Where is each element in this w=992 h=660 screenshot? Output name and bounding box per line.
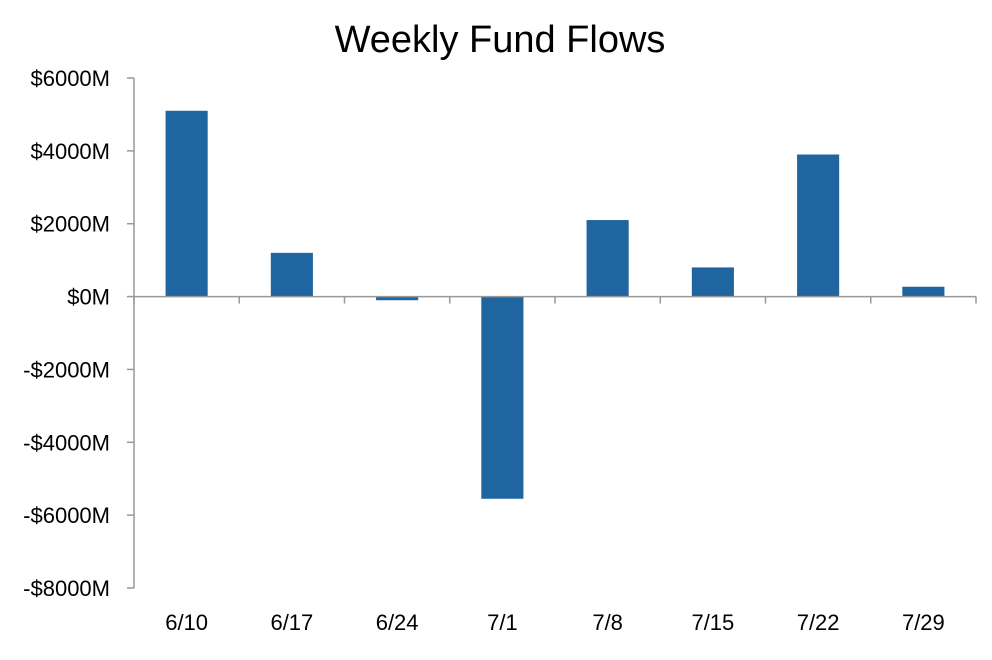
x-tick-label: 7/15 xyxy=(691,610,734,635)
x-tick-label: 7/22 xyxy=(797,610,840,635)
y-tick-label: -$4000M xyxy=(23,430,110,455)
y-tick-label: $6000M xyxy=(30,66,110,91)
x-axis: 6/10 6/17 6/24 7/1 7/8 7/15 7/22 7/29 xyxy=(133,295,977,635)
bars xyxy=(165,110,945,499)
y-tick-label: $4000M xyxy=(30,139,110,164)
bar-7-22 xyxy=(797,154,840,297)
bar-6-24 xyxy=(376,296,419,301)
bar-7-1 xyxy=(481,296,524,499)
x-tick-label: 7/1 xyxy=(487,610,518,635)
y-tick-label: $0M xyxy=(67,285,110,310)
bar-7-15 xyxy=(691,267,734,297)
bar-6-10 xyxy=(165,110,208,297)
y-tick-label: $2000M xyxy=(30,212,110,237)
y-axis: $6000M $4000M $2000M $0M -$2000M -$4000M -$600… xyxy=(23,66,135,601)
x-tick-label: 7/29 xyxy=(902,610,945,635)
x-tick-label: 6/17 xyxy=(270,610,313,635)
x-tick-label: 6/24 xyxy=(376,610,419,635)
bar-6-17 xyxy=(270,252,313,297)
x-tick-label: 7/8 xyxy=(592,610,623,635)
bar-7-29 xyxy=(902,286,945,297)
y-tick-label: -$2000M xyxy=(23,357,110,382)
chart-title: Weekly Fund Flows xyxy=(335,19,666,61)
y-tick-label: -$6000M xyxy=(23,503,110,528)
bar-7-8 xyxy=(586,220,629,297)
y-tick-label: -$8000M xyxy=(23,576,110,601)
x-tick-label: 6/10 xyxy=(165,610,208,635)
